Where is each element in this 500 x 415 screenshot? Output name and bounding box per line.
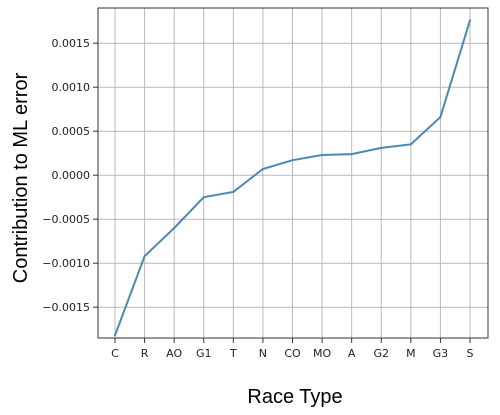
data-point-a	[350, 153, 353, 156]
data-point-t	[232, 190, 235, 193]
x-axis-title: Race Type	[247, 386, 342, 408]
y-axis-ticks: −0.0015 −0.0010 −0.0005 0.0000 0.0005 0.0010 0…	[42, 37, 98, 314]
data-point-r	[143, 255, 146, 258]
x-axis-ticks: C R AO G1 T N CO MO A G2 M G3 S	[111, 338, 474, 360]
y-tick-label: 0.0005	[52, 125, 91, 138]
data-point-c	[114, 334, 116, 337]
y-tick-label: 0.0015	[52, 37, 91, 50]
x-tick-label: R	[141, 347, 149, 360]
data-points	[114, 19, 471, 337]
x-tick-label: T	[229, 347, 237, 360]
x-tick-label: G2	[373, 347, 389, 360]
y-axis-title: Contribution to ML error	[10, 72, 32, 283]
data-point-g2	[380, 146, 383, 149]
x-tick-label: MO	[313, 347, 331, 360]
data-point-m	[409, 143, 412, 146]
x-tick-label: CO	[284, 347, 301, 360]
data-point-ao	[173, 227, 176, 229]
y-tick-label: 0.0010	[52, 81, 91, 94]
y-tick-label: −0.0010	[42, 257, 90, 270]
data-point-g1	[202, 196, 205, 199]
data-point-mo	[321, 153, 324, 156]
y-tick-label: −0.0005	[42, 213, 90, 226]
x-tick-label: AO	[166, 347, 182, 360]
x-tick-label: G1	[196, 347, 212, 360]
x-tick-label: S	[467, 347, 474, 360]
y-tick-label: −0.0015	[42, 301, 90, 314]
data-point-g3	[439, 116, 442, 119]
data-point-co	[291, 159, 294, 162]
x-tick-label: A	[348, 347, 356, 360]
grid-lines	[98, 8, 488, 338]
data-point-s	[469, 19, 471, 22]
x-tick-label: C	[111, 347, 119, 360]
x-tick-label: G3	[433, 347, 449, 360]
y-tick-label: 0.0000	[52, 169, 91, 182]
x-tick-label: M	[406, 347, 416, 360]
data-point-n	[261, 168, 264, 171]
x-tick-label: N	[259, 347, 267, 360]
